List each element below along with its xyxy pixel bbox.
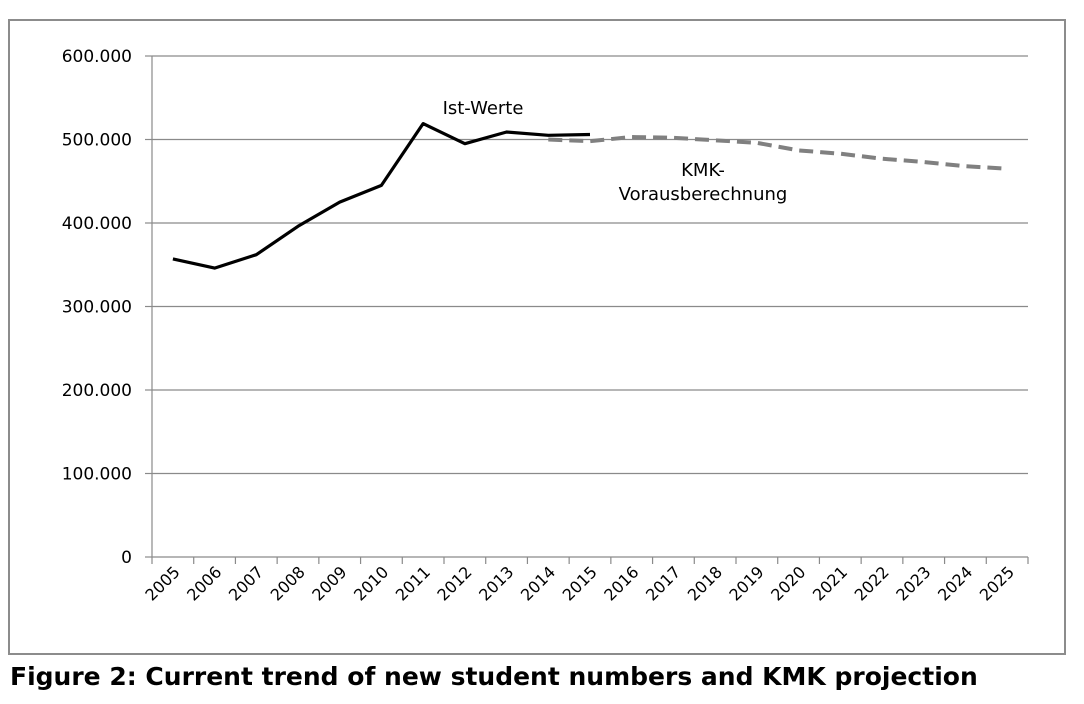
y-tick-label: 100.000: [62, 465, 132, 485]
x-tick-label: 2013: [475, 562, 517, 604]
y-tick-label: 400.000: [62, 214, 132, 234]
x-tick-label: 2011: [392, 562, 434, 604]
x-tick-label: 2010: [350, 562, 392, 604]
figure-caption: Figure 2: Current trend of new student n…: [10, 662, 978, 691]
x-tick-label: 2016: [600, 562, 642, 604]
x-tick-label: 2024: [934, 562, 976, 604]
series-annotation: Vorausberechnung: [619, 184, 788, 205]
x-tick-label: 2017: [642, 562, 684, 604]
x-tick-label: 2019: [725, 562, 767, 604]
series-line-0: [172, 121, 591, 270]
x-tick-label: 2015: [559, 562, 601, 604]
line-chart: 0 100.000 200.000 300.000 400.000 500.000 600.…: [62, 47, 1029, 605]
x-tick-label: 2008: [267, 562, 309, 604]
x-tick-label: 2005: [141, 562, 183, 604]
y-tick-label: 300.000: [62, 298, 132, 318]
x-tick-label: 2018: [684, 562, 726, 604]
x-tick-label: 2014: [517, 562, 559, 604]
x-tick-label: 2007: [225, 562, 267, 604]
series-annotation: KMK-: [681, 160, 725, 181]
x-tick-label: 2009: [308, 562, 350, 604]
x-tick-label: 2006: [183, 562, 225, 604]
x-tick-label: 2022: [851, 562, 893, 604]
chart-frame: [8, 19, 1066, 655]
x-tick-label: 2023: [892, 562, 934, 604]
y-tick-label: 500.000: [62, 131, 132, 151]
x-tick-label: 2020: [767, 562, 809, 604]
x-tick-label: 2025: [976, 562, 1018, 604]
x-tick-label: 2012: [433, 562, 475, 604]
x-tick-label: 2021: [809, 562, 851, 604]
y-tick-label: 600.000: [62, 47, 132, 67]
y-tick-label: 0: [121, 548, 132, 568]
series-line-1: [548, 135, 1008, 171]
y-tick-label: 200.000: [62, 381, 132, 401]
series-annotation: Ist-Werte: [443, 98, 524, 119]
